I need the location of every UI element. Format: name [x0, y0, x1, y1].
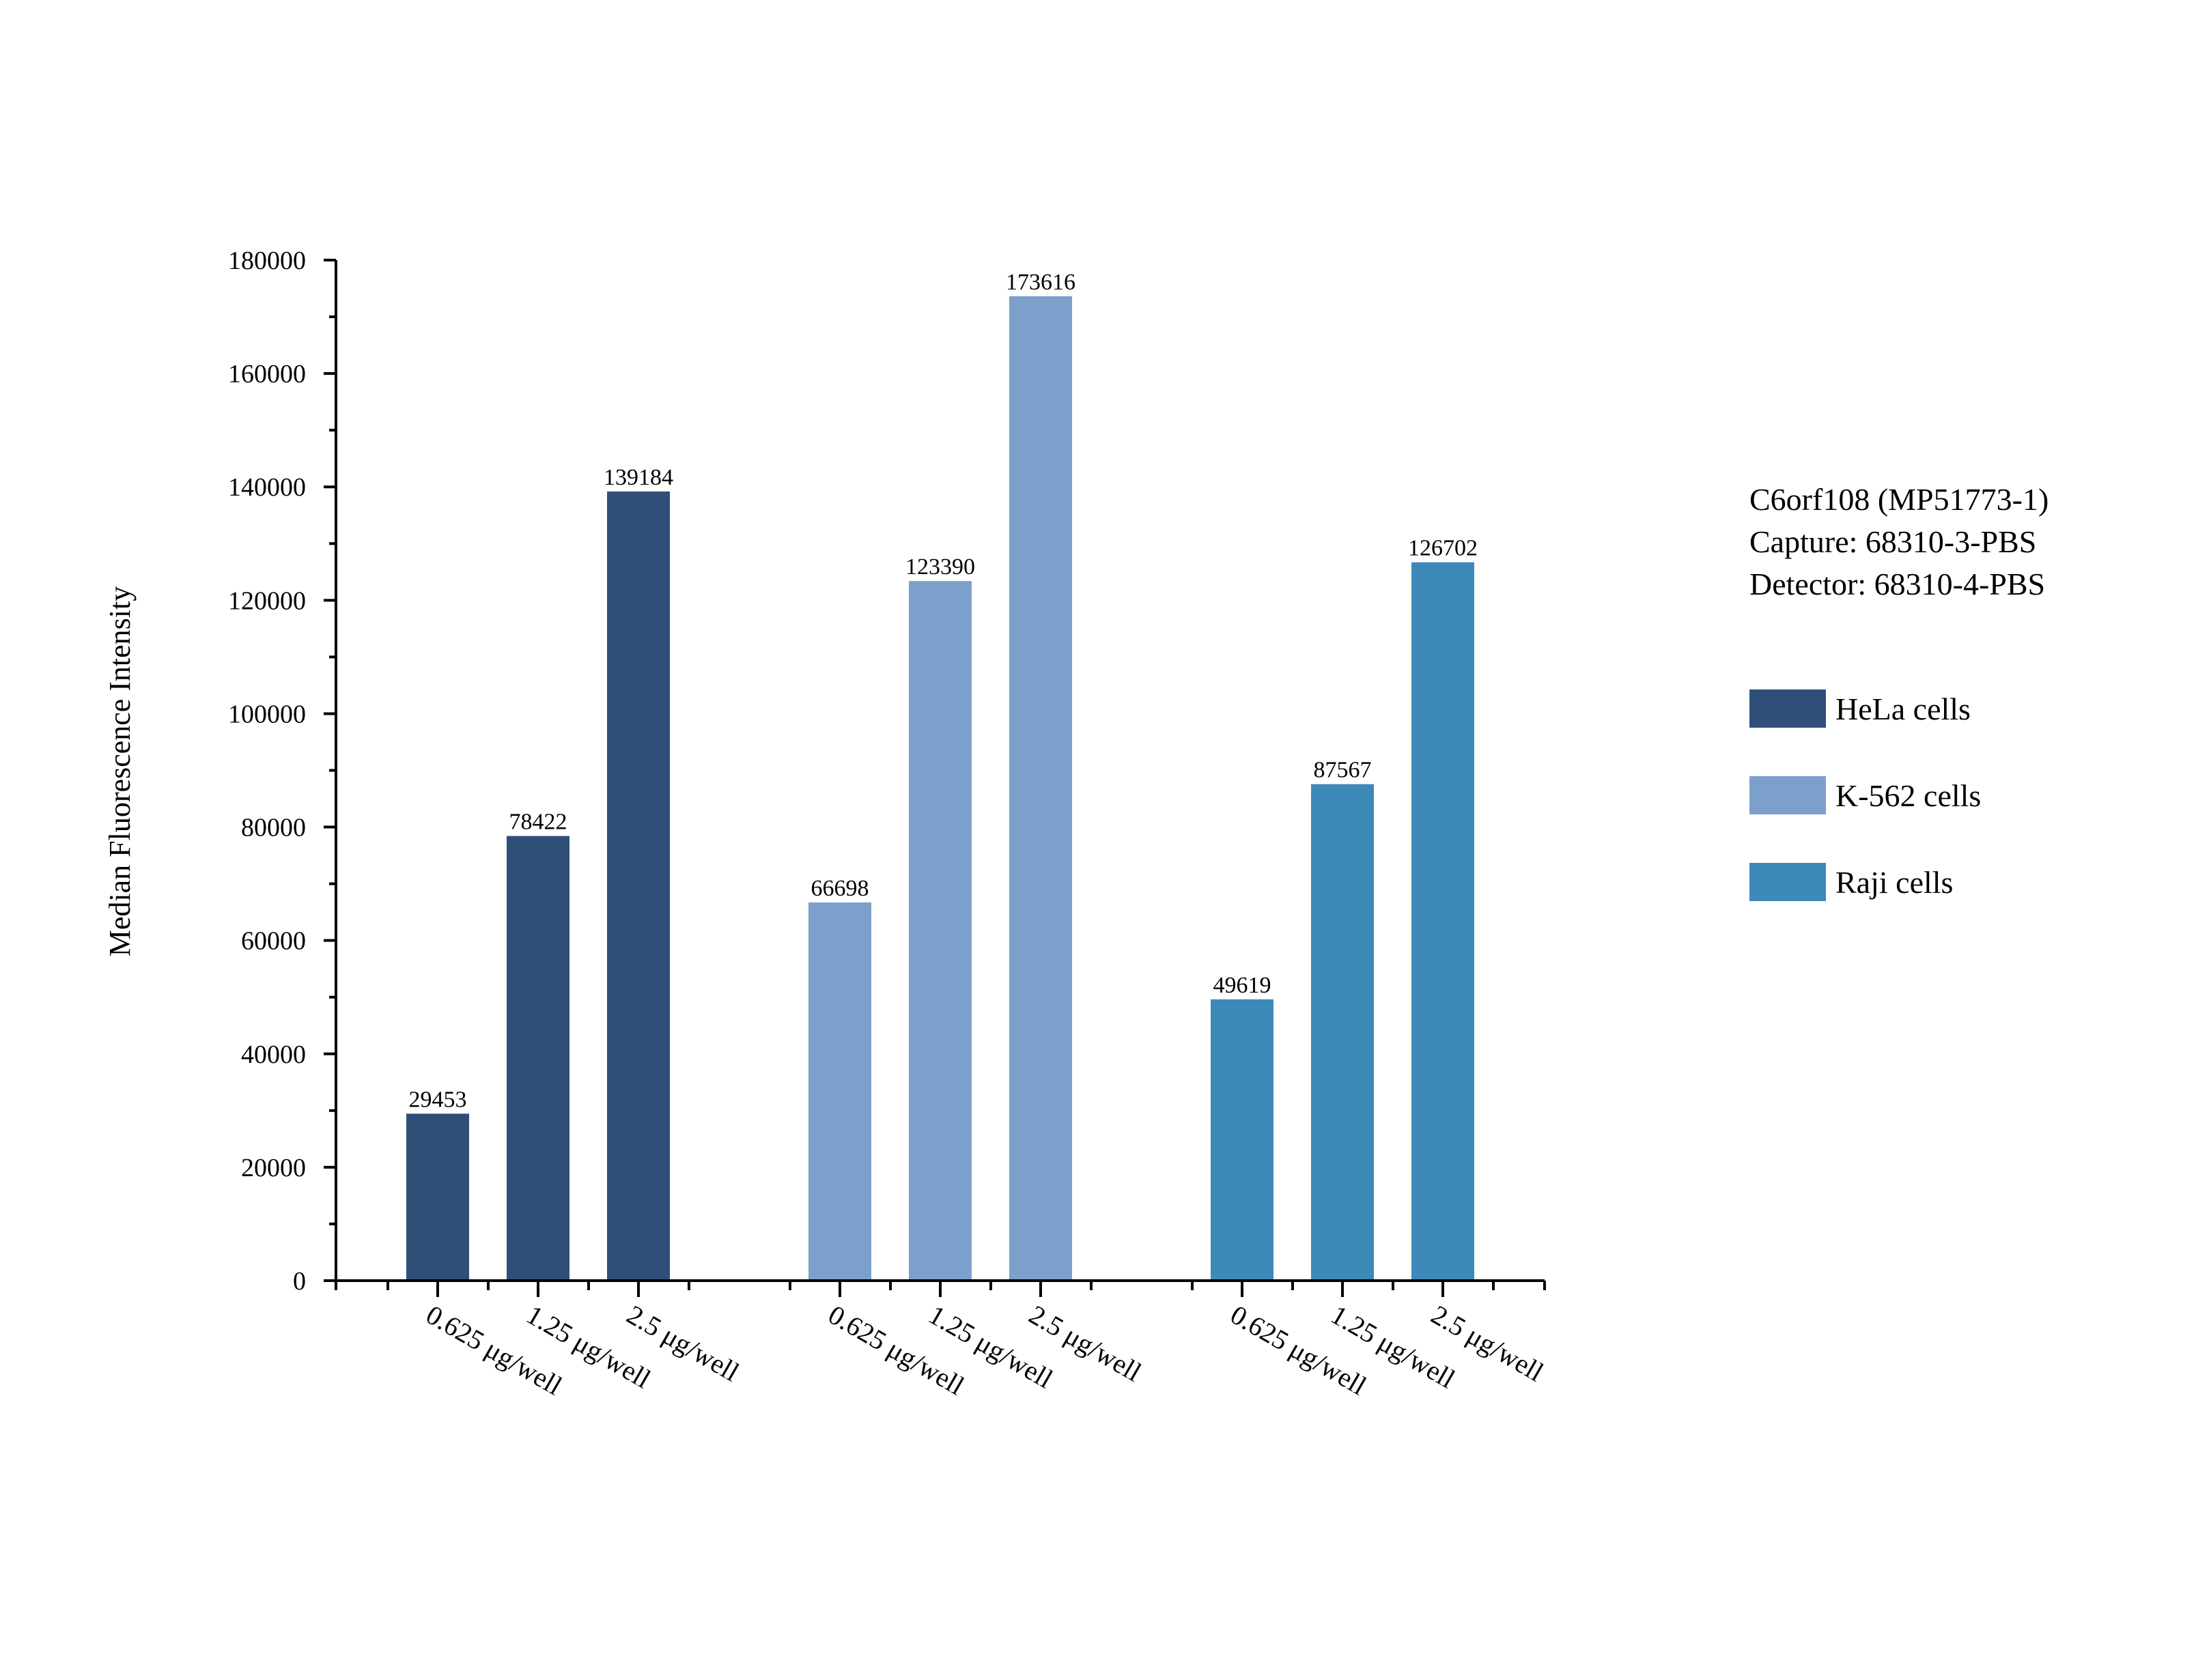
y-ticks-layer: 0 20000 40000 60000 80000 100000 120000 140000 1…	[228, 246, 336, 1296]
bar	[1311, 784, 1374, 1281]
legend: HeLa cells K-562 cells Raji cells	[1749, 689, 1981, 901]
legend-swatch	[1749, 863, 1826, 901]
bar	[1411, 562, 1474, 1281]
chart-info-line: C6orf108 (MP51773-1)	[1749, 482, 2049, 517]
value-labels-layer: 29453 78422 139184 66698 123390 173616 49619 87…	[409, 270, 1478, 1112]
bar-value-label: 29453	[409, 1087, 467, 1112]
legend-label: HeLa cells	[1835, 692, 1971, 726]
y-tick-label: 80000	[241, 814, 306, 842]
bar-value-label: 66698	[811, 876, 869, 901]
bar-value-label: 123390	[905, 554, 975, 580]
chart-info-block: C6orf108 (MP51773-1) Capture: 68310-3-PBS…	[1749, 482, 2049, 601]
bar-value-label: 87567	[1314, 758, 1372, 783]
bar-value-label: 78422	[509, 810, 567, 835]
y-tick-label: 0	[293, 1267, 306, 1296]
y-tick-label: 100000	[228, 700, 306, 728]
y-axis-title: Median Fluorescence Intensity	[103, 586, 137, 957]
y-tick-label: 40000	[241, 1040, 306, 1069]
bar	[808, 902, 871, 1281]
bar-value-label: 173616	[1006, 270, 1075, 295]
legend-swatch	[1749, 776, 1826, 814]
bar	[1009, 296, 1072, 1281]
legend-swatch	[1749, 689, 1826, 728]
y-tick-label: 20000	[241, 1154, 306, 1182]
y-tick-label: 180000	[228, 246, 306, 275]
bar-value-label: 49619	[1213, 973, 1271, 998]
bar-value-label: 139184	[604, 465, 673, 490]
x-ticks-layer	[335, 1281, 1546, 1297]
legend-label: K-562 cells	[1835, 778, 1981, 813]
chart-info-line: Detector: 68310-4-PBS	[1749, 567, 2045, 601]
chart-info-line: Capture: 68310-3-PBS	[1749, 524, 2036, 559]
bar	[1211, 999, 1273, 1281]
legend-label: Raji cells	[1835, 865, 1953, 900]
bar	[607, 491, 670, 1281]
y-tick-label: 120000	[228, 586, 306, 615]
bar-value-label: 126702	[1408, 536, 1478, 561]
y-tick-label: 160000	[228, 360, 306, 388]
y-tick-label: 140000	[228, 473, 306, 502]
bar	[507, 836, 569, 1281]
bar	[909, 581, 972, 1281]
bar	[406, 1113, 469, 1281]
y-tick-label: 60000	[241, 927, 306, 956]
bars-layer	[406, 296, 1474, 1281]
